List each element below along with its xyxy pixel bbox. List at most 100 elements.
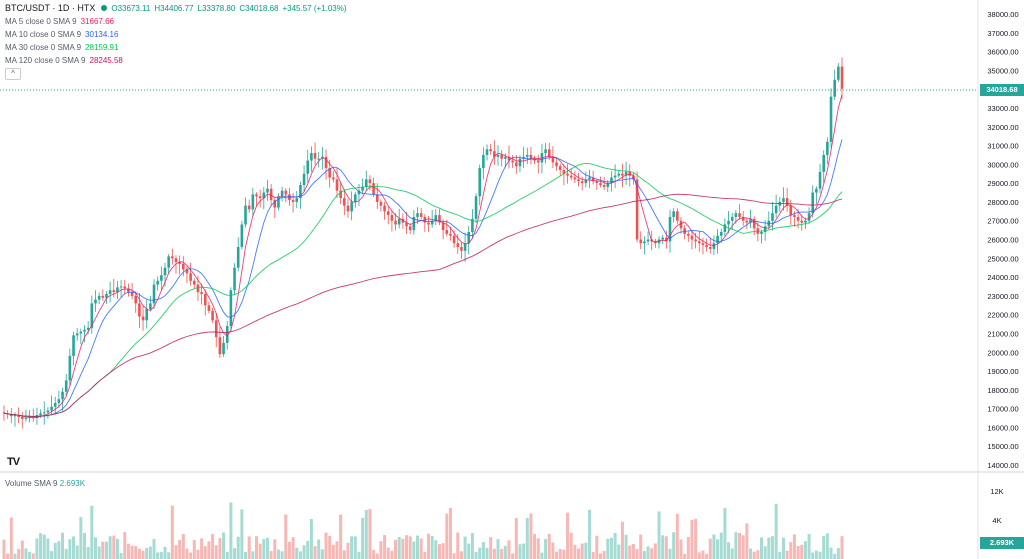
volume-bar: [130, 545, 134, 559]
volume-bar: [350, 536, 354, 559]
candle-body: [774, 205, 778, 214]
candle-body: [785, 198, 789, 206]
volume-bar: [328, 535, 332, 559]
candle-body: [350, 201, 353, 212]
price-axis[interactable]: 38000.00 37000.00 36000.00 35000.00 33000.00…: [987, 10, 1018, 470]
volume-bar: [423, 551, 427, 559]
volume-bar: [434, 540, 438, 559]
candle-body: [635, 179, 639, 240]
candle-body: [112, 290, 116, 293]
volume-bar: [745, 523, 749, 559]
indicator-ma120[interactable]: MA 120 close 0 SMA 9 28245.58: [5, 54, 351, 67]
candle-body: [163, 267, 167, 276]
volume-bar: [807, 534, 811, 559]
volume-bar: [156, 552, 160, 559]
candle-body: [2, 412, 6, 414]
indicator-ma10[interactable]: MA 10 close 0 SMA 9 30134.16: [5, 28, 351, 41]
volume-bar: [840, 536, 844, 559]
indicator-ma5[interactable]: MA 5 close 0 SMA 9 31667.66: [5, 15, 351, 28]
candle-body: [734, 213, 738, 217]
volume-bar: [778, 551, 782, 559]
price-axis-label: 35000.00: [987, 66, 1018, 75]
volume-bar: [609, 537, 613, 559]
volume-bar: [437, 544, 441, 559]
candle-body: [178, 262, 181, 264]
candle-body: [493, 151, 496, 157]
candle-body: [10, 414, 13, 417]
volume-bar: [536, 538, 540, 559]
symbol-title[interactable]: BTC/USDT · 1D · HTX: [5, 3, 96, 13]
volume-bar: [390, 550, 394, 559]
indicator-ma30[interactable]: MA 30 close 0 SMA 9 28159.91: [5, 41, 351, 54]
candle-body: [299, 185, 302, 199]
volume-legend[interactable]: Volume SMA 9 2.693K: [5, 479, 85, 488]
volume-bar: [672, 532, 676, 559]
candle-body: [599, 183, 602, 186]
volume-bar: [291, 537, 295, 559]
volume-bar: [83, 533, 87, 559]
candle-body: [515, 162, 518, 167]
candle-body: [690, 235, 694, 240]
volume-bar: [372, 549, 376, 559]
candle-body: [496, 154, 500, 157]
candle-body: [68, 356, 72, 381]
volume-bars: [2, 502, 844, 559]
volume-bar: [738, 533, 742, 559]
candle-body: [233, 267, 236, 291]
price-axis-label: 16000.00: [987, 423, 1018, 432]
price-axis-label: 31000.00: [987, 142, 1018, 151]
candle-body: [617, 173, 621, 176]
price-axis-label: 17000.00: [987, 405, 1018, 414]
price-axis-label: 14000.00: [987, 461, 1018, 470]
candle-body: [595, 181, 599, 184]
volume-bar: [101, 541, 105, 559]
volume-bar: [668, 548, 672, 559]
candle-body: [211, 310, 214, 321]
candle-body: [207, 305, 211, 311]
volume-bar: [800, 544, 804, 559]
candle-body: [668, 216, 672, 242]
candle-body: [269, 188, 273, 201]
candle-body: [134, 295, 138, 304]
volume-bar: [789, 542, 793, 559]
candle-body: [712, 243, 716, 249]
candle-body: [291, 200, 295, 202]
candle-body: [646, 239, 650, 242]
candle-body: [654, 241, 657, 244]
collapse-legend-button[interactable]: ^: [5, 68, 21, 80]
candle-body: [61, 391, 64, 400]
candle-body: [288, 194, 291, 201]
volume-bar: [17, 549, 21, 559]
volume-axis[interactable]: 12K 4K: [990, 487, 1003, 525]
candle-body: [53, 402, 57, 407]
candle-body: [79, 331, 83, 334]
volume-bar: [412, 541, 416, 559]
volume-bar: [86, 547, 90, 559]
candle-body: [335, 179, 339, 191]
candle-body: [584, 179, 588, 184]
volume-bar: [214, 545, 218, 559]
volume-bar: [159, 551, 163, 559]
volume-bar: [244, 551, 248, 559]
volume-bar: [730, 548, 734, 559]
candle-body: [185, 269, 189, 274]
candle-body: [262, 192, 266, 199]
candle-body: [456, 243, 460, 248]
candle-body: [141, 316, 145, 321]
volume-bar: [236, 536, 240, 559]
indicator-label: MA 5 close 0 SMA 9: [5, 17, 77, 26]
ohlc-change: +345.57 (+1.03%): [282, 4, 347, 13]
candle-body: [804, 220, 807, 223]
candle-body: [749, 218, 752, 223]
candle-body: [676, 211, 679, 221]
candle-body: [20, 417, 24, 419]
candle-body: [280, 190, 284, 197]
candle-body: [738, 213, 741, 217]
volume-bar: [324, 532, 328, 559]
current-price-tag: 34018.68: [980, 84, 1024, 96]
candle-body: [811, 192, 815, 214]
volume-bar: [64, 548, 68, 559]
volume-bar: [46, 538, 50, 559]
tradingview-logo[interactable]: TV: [7, 456, 20, 468]
